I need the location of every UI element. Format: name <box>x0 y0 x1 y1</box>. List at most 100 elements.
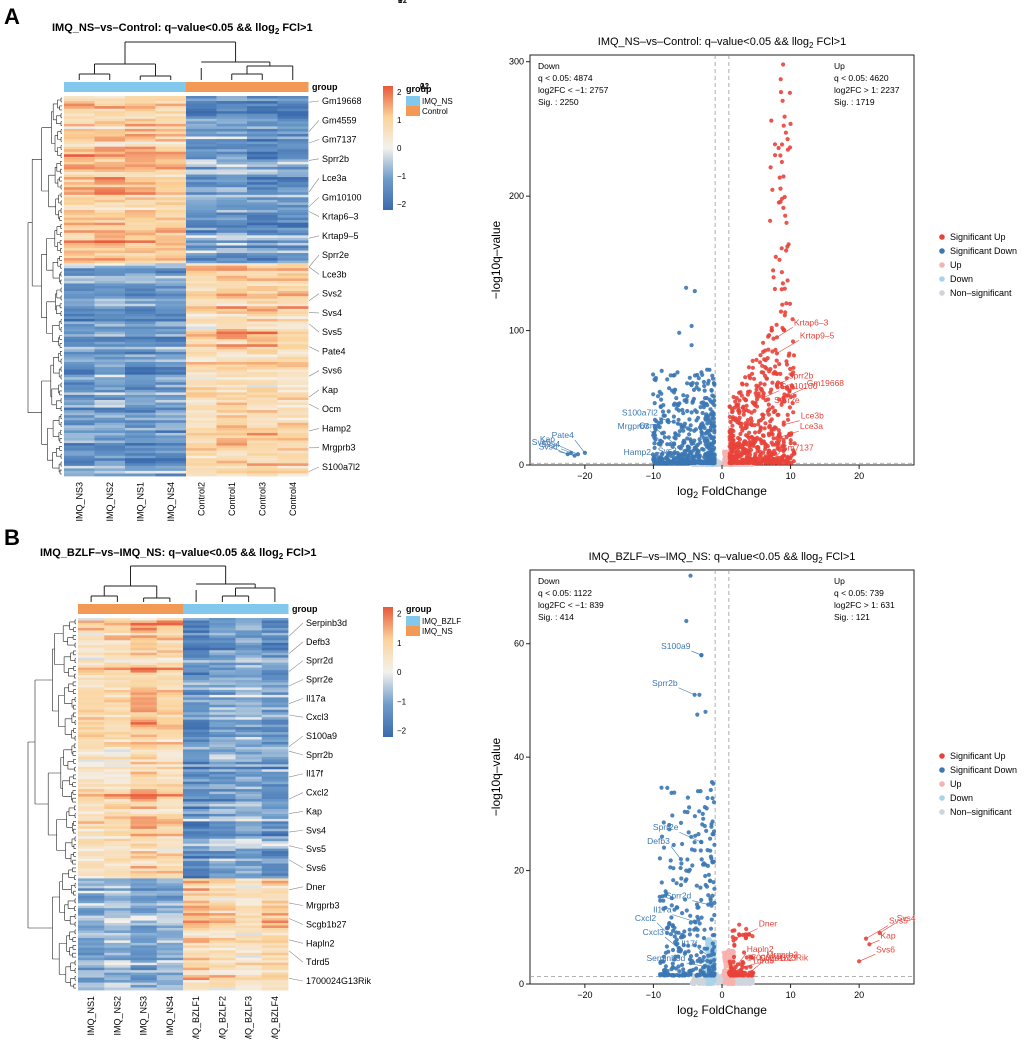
heatmap-cell <box>247 218 278 221</box>
data-point <box>771 443 775 447</box>
heatmap-cell <box>78 960 105 963</box>
heatmap-cell <box>95 428 126 431</box>
heatmap-cell <box>209 886 236 889</box>
x-tick-label: −10 <box>646 471 661 481</box>
heatmap-cell <box>78 648 105 651</box>
heatmap-cell <box>247 400 278 403</box>
heatmap-cell <box>278 461 309 464</box>
heatmap-cell <box>104 930 131 933</box>
data-point <box>680 842 684 846</box>
heatmap-cell <box>131 797 158 800</box>
heatmap-cell <box>247 144 278 147</box>
heatmap-cell <box>186 147 217 150</box>
heatmap-cell <box>247 425 278 428</box>
heatmap-cell <box>78 913 105 916</box>
heatmap-cell <box>186 225 217 228</box>
color-scale-tick: −2 <box>420 82 430 91</box>
heatmap-cell <box>217 453 248 456</box>
heatmap-cell <box>78 744 105 747</box>
heatmap-cell <box>236 625 263 628</box>
heatmap-cell <box>262 926 289 929</box>
heatmap-cell <box>183 789 210 792</box>
heatmap-cell <box>157 660 184 663</box>
heatmap-cell <box>125 253 156 256</box>
heatmap-cell <box>278 253 309 256</box>
heatmap-cell <box>209 620 236 623</box>
heatmap-cell <box>156 329 187 332</box>
heatmap-cell <box>104 732 131 735</box>
heatmap-cell <box>247 430 278 433</box>
heatmap-cell <box>247 385 278 388</box>
heatmap-cell <box>64 225 95 228</box>
heatmap-cell <box>217 289 248 292</box>
heatmap-cell <box>156 276 187 279</box>
heatmap-cell <box>247 238 278 241</box>
heatmap-cell <box>278 291 309 294</box>
heatmap-cell <box>156 169 187 172</box>
heatmap-cell <box>247 177 278 180</box>
heatmap-cell <box>64 344 95 347</box>
heatmap-cell <box>262 903 289 906</box>
heatmap-cell <box>104 747 131 750</box>
gene-label: Mrgprb3 <box>306 901 340 911</box>
heatmap-cell <box>262 938 289 941</box>
heatmap-cell <box>217 316 248 319</box>
heatmap-cell <box>186 377 217 380</box>
heatmap-cell <box>183 866 210 869</box>
data-point <box>723 968 727 972</box>
heatmap-cell <box>247 344 278 347</box>
heatmap-cell <box>186 311 217 314</box>
heatmap-cell <box>64 177 95 180</box>
data-point <box>710 393 714 397</box>
gene-leader-line <box>289 661 303 672</box>
heatmap-cell <box>95 240 126 243</box>
heatmap-cell <box>125 233 156 236</box>
heatmap-cell <box>78 928 105 931</box>
heatmap-cell <box>95 347 126 350</box>
data-point <box>746 449 750 453</box>
heatmap-cell <box>217 142 248 145</box>
heatmap-cell <box>209 692 236 695</box>
heatmap-cell <box>262 864 289 867</box>
data-point <box>781 281 785 285</box>
heatmap-cell <box>95 342 126 345</box>
heatmap-cell <box>278 430 309 433</box>
heatmap-cell <box>262 871 289 874</box>
gene-leader-line <box>289 715 303 717</box>
heatmap-cell <box>104 891 131 894</box>
heatmap-cell <box>156 448 187 451</box>
heatmap-cell <box>217 382 248 385</box>
heatmap-cell <box>262 824 289 827</box>
heatmap-cell <box>157 960 184 963</box>
heatmap-cell <box>262 866 289 869</box>
heatmap-cell <box>156 121 187 124</box>
heatmap-cell <box>64 329 95 332</box>
heatmap-cell <box>157 943 184 946</box>
data-point <box>733 461 737 465</box>
heatmap-cell <box>247 458 278 461</box>
heatmap-cell <box>278 235 309 238</box>
data-point <box>763 447 767 451</box>
heatmap-cell <box>78 824 105 827</box>
heatmap-cell <box>78 965 105 968</box>
heatmap-cell <box>209 878 236 881</box>
heatmap-cell <box>95 329 126 332</box>
heatmap-cell <box>64 129 95 132</box>
heatmap-cell <box>104 660 131 663</box>
heatmap-cell <box>125 149 156 152</box>
heatmap-cell <box>95 281 126 284</box>
gene-label: Svs4 <box>322 308 342 318</box>
heatmap-cell <box>247 397 278 400</box>
heatmap-cell <box>278 281 309 284</box>
heatmap-cell <box>236 794 263 797</box>
heatmap-cell <box>157 903 184 906</box>
heatmap-cell <box>247 294 278 297</box>
heatmap-cell <box>217 377 248 380</box>
heatmap-cell <box>278 342 309 345</box>
heatmap-cell <box>183 973 210 976</box>
heatmap-cell <box>217 466 248 469</box>
gene-label: S100a9 <box>306 731 337 741</box>
heatmap-cell <box>95 101 126 104</box>
heatmap-cell <box>236 960 263 963</box>
heatmap-cell <box>156 375 187 378</box>
